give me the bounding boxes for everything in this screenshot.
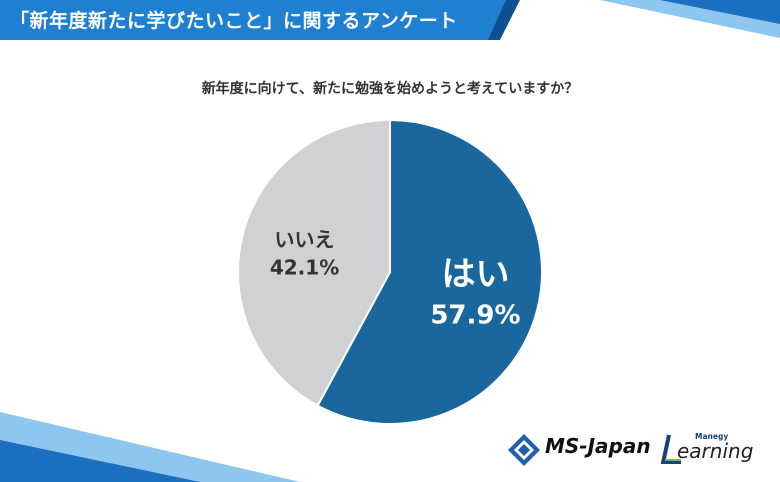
bottom-left-stripe-dark <box>0 440 200 482</box>
logos: MS-Japan Manegy earning <box>505 430 775 470</box>
slice-label-no: いいえ <box>275 227 335 251</box>
pie-slice-yes <box>316 118 543 425</box>
manegy-text: Manegy <box>695 432 729 441</box>
ms-japan-logo-text: MS-Japan <box>545 434 651 458</box>
slice-value-yes: 57.9% <box>430 301 520 331</box>
top-right-stripe-dark <box>660 0 780 24</box>
survey-question: 新年度に向けて、新たに勉強を始めようと考えていますか？ <box>201 81 579 97</box>
learning-text: earning <box>677 439 754 463</box>
ms-japan-logo-icon <box>508 434 540 466</box>
manegy-learning-logo-icon <box>661 434 681 464</box>
header-title: 「新年度新たに学びたいこと」に関するアンケート <box>10 10 458 32</box>
pie-slice-no <box>237 118 391 408</box>
slice-value-no: 42.1% <box>270 255 339 279</box>
slice-label-yes: はい <box>441 255 509 295</box>
header-bar-main <box>0 0 506 40</box>
